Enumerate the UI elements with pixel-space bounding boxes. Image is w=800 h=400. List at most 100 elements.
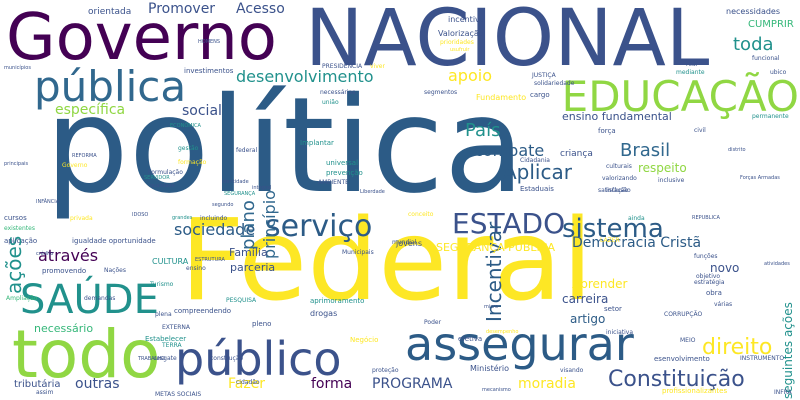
word: necessidades [726,7,781,16]
word: SEGURANÇA PÚBLICA [436,241,555,254]
word: Aprender [572,277,628,291]
word: crédito [36,251,54,257]
word: PROGRAMA [372,376,453,392]
word: sociedade [174,220,256,239]
word: demandas [84,295,116,302]
word: drogas [310,309,338,318]
word: AMBIENTE [318,179,349,186]
word: distrito [728,147,746,153]
word: viver [370,63,385,70]
word: incentivo [448,15,485,24]
word: pleno [252,320,272,328]
word: segmentos [424,89,458,96]
word: investimentos [184,67,234,75]
word: identidade [222,179,249,185]
word: estratégia [694,279,725,286]
word: carreira [562,292,609,306]
word: outras [75,376,120,392]
word: forma [311,376,353,392]
word: funções [694,253,718,260]
word: necessário [34,322,94,335]
word: necessárias [320,89,356,96]
word: privada [70,215,93,222]
word: EDUCAÇÃO [561,72,799,121]
word: INFRA [774,389,792,396]
word: usufruir [450,47,470,53]
word: qualidade [150,183,175,189]
word: moradia [518,376,576,392]
word: permanente [752,113,789,120]
word: iniciativa [606,329,634,336]
word: todo [12,316,161,393]
word: parceria [230,261,276,274]
word: REPUBLICA [692,215,720,221]
word: Governo [62,162,88,169]
word: Família [229,246,268,259]
word: construção [210,355,244,362]
word: social [182,103,222,119]
word: valorizando [602,175,637,182]
word: artigo [570,312,606,326]
word: existentes [4,225,35,232]
word: País [465,120,501,141]
word: Estabelecer [145,335,187,343]
word: Cidadania [520,157,550,164]
word: Federal [180,196,593,326]
word: visando [560,367,584,374]
word: PRESIDENCIA [322,63,363,70]
word: ensino [186,265,206,272]
word: conceito [408,211,434,218]
word: INFÂNCIA [36,199,60,205]
word: Acesso [236,1,285,17]
word: resgate [154,355,177,362]
word: promovendo [42,267,87,275]
word: serviço [265,209,373,244]
word: municípios [4,65,31,71]
word: NACIONAL [305,0,710,84]
word: aplicação [4,237,38,245]
word: TERRA [162,342,182,349]
word: pública [34,62,187,111]
word: Liberdade [360,189,385,195]
word: respeito [638,161,687,175]
word: tributária [14,379,61,390]
word: Poder [424,319,442,326]
word: CORRUPÇÃO [664,311,703,318]
word: federal [236,147,258,154]
word: Turismo [150,281,174,288]
word: cidadão [236,379,260,386]
word: Ministério [470,364,510,373]
word: ainda [628,215,645,222]
word: SERVIDOR [144,175,170,181]
word: inclusive [658,177,685,184]
word: principais [4,161,29,167]
word: Democracia Cristã [572,235,702,251]
word: universal [326,159,359,167]
word: Negócio [350,336,379,344]
word: integral [252,185,272,191]
word: específica [55,102,126,118]
word: Ampliação [6,295,38,302]
word: sistema [562,214,664,244]
word: apoio [448,66,492,85]
word: ECONÔMICA [170,123,201,129]
word: desempenho [486,329,519,335]
word: mundial [392,239,417,246]
word: satisfação [598,187,629,194]
word: incluindo [200,215,228,222]
word: micro [484,304,499,310]
word: direito [702,335,773,360]
word: através [38,246,99,265]
word: toda [733,34,774,55]
word: proteção [372,367,399,374]
word: inclusão [606,187,631,194]
word: política [45,69,525,223]
word: funcional [752,55,780,62]
word: Nações [104,267,126,274]
word: união [322,99,339,106]
word: profissionalizantes [662,387,728,395]
word: ESTADO [452,207,566,240]
word: METAS SOCIAIS [155,391,202,398]
word: atividades [764,261,790,267]
word: ensino fundamental [562,110,672,123]
